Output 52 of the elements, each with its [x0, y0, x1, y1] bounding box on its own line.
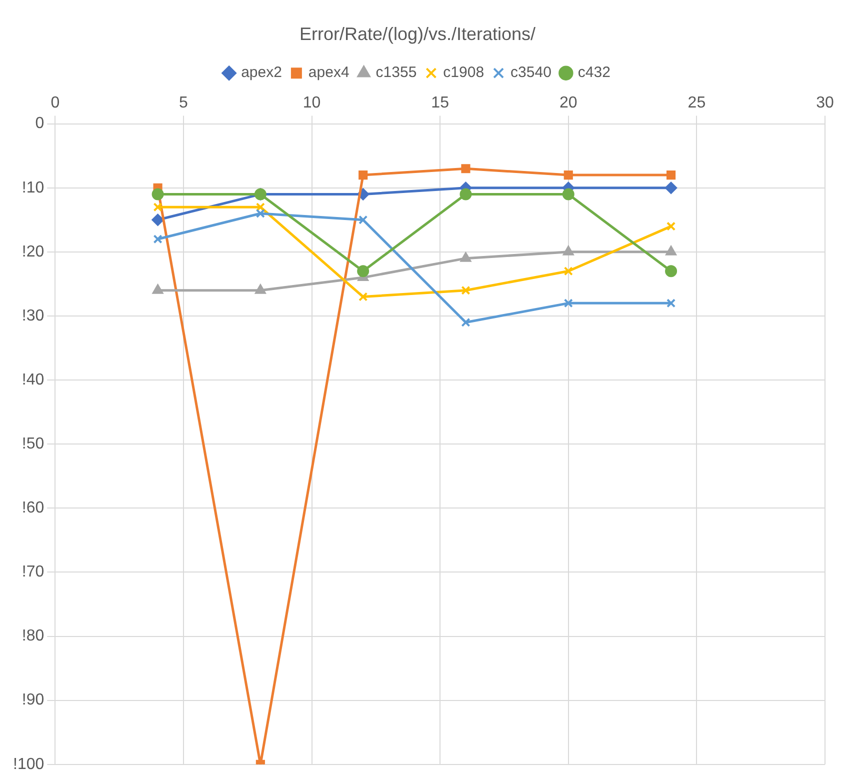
point [666, 246, 676, 256]
point [358, 215, 368, 224]
point [564, 170, 573, 180]
chart-title: Error/Rate/(log)/vs./Iterations/ [299, 24, 536, 44]
y-tick-label: !60 [22, 500, 44, 517]
legend-label: c432 [578, 64, 610, 82]
y-tick-label: !90 [22, 692, 44, 709]
legend-label: c3540 [510, 64, 552, 82]
x-tick-label: 5 [178, 94, 188, 112]
point [153, 202, 162, 212]
x-tick-label: 20 [559, 94, 578, 112]
point [461, 286, 470, 295]
point [358, 292, 368, 302]
x-tick-label: 0 [50, 94, 60, 112]
point [666, 298, 676, 308]
y-tick-label: 0 [35, 115, 44, 132]
point [666, 170, 676, 180]
legend-label: apex4 [308, 64, 350, 82]
point [665, 182, 678, 194]
point [256, 208, 265, 218]
x-tick-label: 30 [816, 94, 834, 112]
point [564, 266, 573, 276]
point [460, 252, 472, 262]
y-tick-label: !50 [22, 436, 44, 453]
point [152, 284, 164, 294]
y-tick-label: !10 [22, 179, 44, 196]
point [358, 170, 368, 180]
point [460, 188, 472, 200]
point [564, 298, 573, 308]
y-tick-label: !100 [13, 756, 44, 773]
y-tick-label: !70 [22, 564, 44, 581]
point [461, 164, 470, 174]
point [563, 246, 574, 256]
legend-label: c1908 [443, 64, 484, 82]
point [665, 265, 678, 278]
point [562, 188, 574, 200]
y-tick-label: !30 [22, 307, 44, 324]
point [255, 284, 266, 294]
y-tick-label: !80 [22, 628, 44, 645]
point [666, 222, 676, 231]
y-tick-label: !20 [22, 243, 44, 260]
legend-label: c1355 [376, 64, 417, 82]
legend-label: apex2 [241, 64, 282, 82]
x-tick-label: 10 [302, 94, 321, 112]
point [152, 188, 164, 200]
x-tick-label: 15 [431, 94, 450, 112]
x-tick-label: 25 [688, 94, 706, 112]
y-tick-label: !40 [22, 371, 44, 388]
point [153, 234, 162, 244]
point [152, 214, 164, 226]
point [461, 318, 470, 327]
point [357, 265, 370, 278]
